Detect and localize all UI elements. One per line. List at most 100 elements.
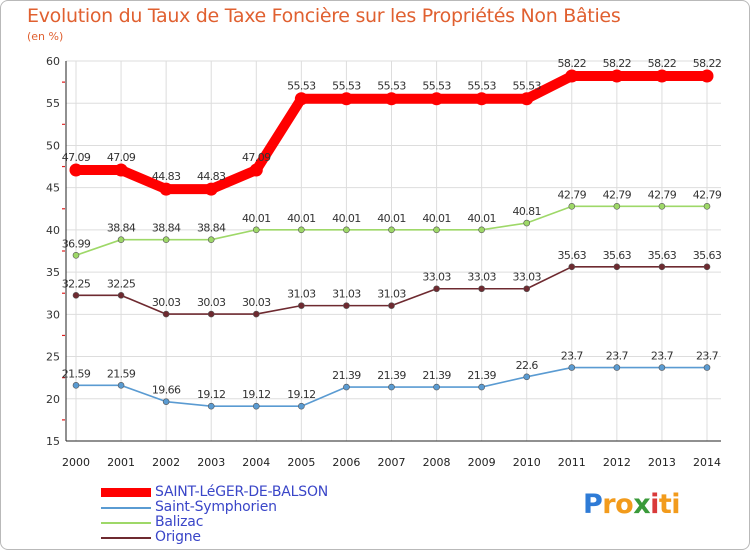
data-label-origne: 35.63 [648,249,677,262]
x-tick-label: 2012 [603,456,631,469]
data-point-origne [478,285,485,293]
data-point-saint-symphorien [703,364,711,371]
y-tick-label: 55 [46,97,60,110]
data-point-saint-symphorien [388,383,395,391]
data-label-saint-leger-de-balson: 58.22 [693,57,722,70]
x-tick-label: 2002 [152,456,180,469]
data-label-origne: 35.63 [558,249,587,262]
data-label-balizac: 42.79 [558,188,587,201]
data-label-origne: 33.03 [422,271,451,284]
data-label-saint-symphorien: 21.59 [62,367,91,380]
data-point-saint-symphorien [478,383,485,391]
data-point-origne [658,263,666,271]
x-tick-label: 2007 [378,456,406,469]
data-point-saint-symphorien [613,364,621,371]
data-label-saint-leger-de-balson: 58.22 [558,57,587,70]
data-label-saint-leger-de-balson: 55.53 [512,80,541,93]
data-point-saint-symphorien [298,402,305,410]
x-tick-label: 2000 [62,456,90,469]
data-label-saint-symphorien: 23.7 [561,350,584,363]
x-tick-label: 2008 [423,456,451,469]
data-point-saint-leger-de-balson [475,92,489,106]
x-tick-label: 2005 [287,456,315,469]
data-point-saint-leger-de-balson [204,182,218,196]
chart-title: Evolution du Taux de Taxe Foncière sur l… [27,5,621,27]
data-label-origne: 35.63 [693,249,722,262]
data-label-origne: 31.03 [287,288,316,301]
legend-item: Saint-Symphorien [101,500,328,515]
data-label-saint-symphorien: 21.59 [107,367,136,380]
data-point-balizac [658,203,666,210]
proxiti-logo: Proxiti [583,489,681,520]
logo-letter: x [633,489,651,520]
data-label-balizac: 40.81 [512,205,541,218]
data-label-origne: 31.03 [332,288,361,301]
legend-label: Saint-Symphorien [155,499,277,515]
data-point-saint-symphorien [658,364,666,371]
data-point-balizac [568,203,576,210]
data-point-balizac [478,226,485,234]
data-point-saint-leger-de-balson [69,163,83,177]
data-label-balizac: 40.01 [332,212,361,225]
data-label-saint-symphorien: 21.39 [467,369,496,382]
data-point-saint-symphorien [523,373,531,381]
data-point-saint-leger-de-balson [430,92,444,106]
data-point-balizac [523,219,531,227]
data-point-origne [613,263,621,271]
data-label-origne: 33.03 [512,271,541,284]
x-tick-label: 2013 [648,456,676,469]
data-label-saint-leger-de-balson: 47.09 [242,151,271,164]
data-point-saint-leger-de-balson [294,92,308,106]
logo-letter: t [658,489,672,520]
data-label-saint-symphorien: 23.7 [651,350,674,363]
data-point-origne [72,292,80,299]
data-label-saint-leger-de-balson: 47.09 [62,151,91,164]
data-label-saint-symphorien: 19.12 [287,388,316,401]
data-point-balizac [207,236,215,243]
data-point-origne [433,285,440,293]
legend-item: Origne [101,530,328,545]
y-tick-label: 25 [46,351,60,364]
data-point-origne [298,302,305,309]
data-label-saint-symphorien: 22.6 [516,359,539,372]
data-label-balizac: 42.79 [648,188,677,201]
data-point-balizac [252,226,260,234]
data-point-saint-symphorien [72,382,80,389]
data-point-saint-symphorien [568,364,576,371]
data-point-saint-leger-de-balson [249,163,263,177]
data-label-origne: 32.25 [62,277,91,290]
x-tick-label: 2009 [468,456,496,469]
data-label-balizac: 40.01 [377,212,406,225]
data-label-saint-symphorien: 21.39 [332,369,361,382]
data-label-balizac: 38.84 [197,222,226,235]
data-point-origne [117,292,125,299]
data-point-saint-leger-de-balson [159,182,173,196]
data-point-balizac [343,226,350,234]
data-point-origne [252,310,260,318]
data-point-saint-symphorien [207,402,215,410]
data-label-saint-leger-de-balson: 55.53 [467,80,496,93]
data-point-balizac [388,226,395,234]
data-label-saint-leger-de-balson: 55.53 [377,80,406,93]
y-tick-label: 60 [46,55,60,68]
data-label-saint-symphorien: 23.7 [606,350,629,363]
y-tick-label: 35 [46,266,60,279]
data-point-saint-symphorien [117,382,125,389]
data-point-origne [568,263,576,271]
data-label-origne: 30.03 [197,296,226,309]
data-point-saint-symphorien [433,383,440,391]
legend-swatch [101,536,151,539]
data-label-saint-leger-de-balson: 44.83 [197,170,226,183]
data-label-saint-symphorien: 19.12 [242,388,271,401]
legend-swatch [101,521,151,524]
data-label-origne: 35.63 [603,249,632,262]
x-tick-label: 2014 [693,456,721,469]
data-label-origne: 31.03 [377,288,406,301]
x-tick-label: 2011 [558,456,586,469]
legend-label: Origne [155,529,201,545]
data-label-saint-symphorien: 23.7 [696,350,719,363]
data-label-saint-leger-de-balson: 47.09 [107,151,136,164]
data-label-balizac: 38.84 [107,222,136,235]
data-label-balizac: 40.01 [287,212,316,225]
